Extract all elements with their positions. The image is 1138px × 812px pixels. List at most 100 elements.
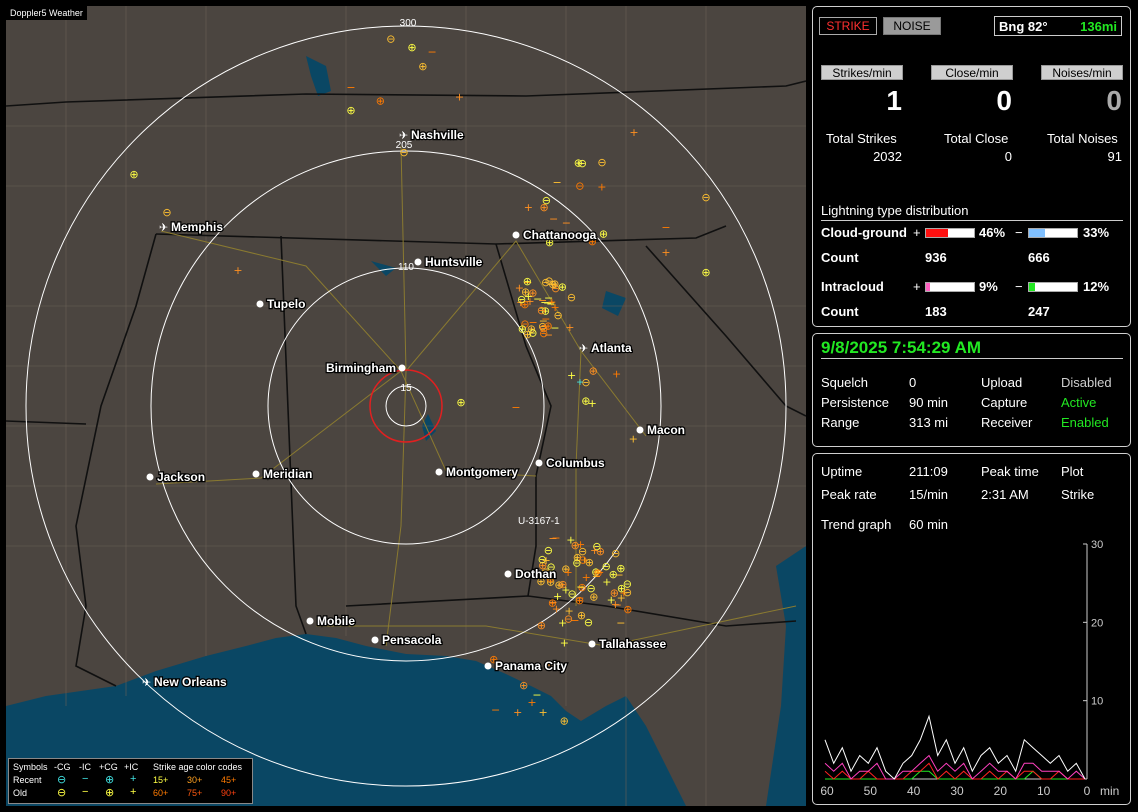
strike-marker: ⊖ <box>575 180 584 193</box>
plot-value[interactable]: Strike <box>1061 487 1095 502</box>
strike-marker: ⊕ <box>407 41 416 54</box>
bearing-value: Bng 82° <box>999 19 1048 34</box>
close-per-min-value: 0 <box>996 85 1012 116</box>
cloud-ground-minus: − <box>1015 225 1023 240</box>
trend-x-unit: min <box>1100 784 1119 798</box>
intracloud-neg-count: 247 <box>1028 304 1050 319</box>
city-label-dothan: Dothan <box>515 567 556 581</box>
city-label-macon: Macon <box>647 423 685 437</box>
status-range-k1: Range <box>821 415 860 430</box>
strike-marker: ⊕ <box>546 576 555 589</box>
strike-marker: ⊕ <box>573 551 582 564</box>
strike-marker: ⊕ <box>701 266 710 279</box>
trend-x-tick-label: 0 <box>1084 784 1091 798</box>
strike-marker: − <box>570 614 579 627</box>
total-strikes-label: Total Strikes <box>826 131 897 146</box>
intracloud-positive-bar <box>925 282 975 292</box>
strike-marker: ⊕ <box>617 582 626 595</box>
strike-marker: + <box>538 706 547 719</box>
strike-marker: − <box>546 298 555 311</box>
strike-marker: ⊖ <box>567 291 576 304</box>
strike-marker: ⊕ <box>538 559 547 572</box>
strike-marker: ⊕ <box>346 104 355 117</box>
strike-marker: − <box>544 658 553 671</box>
strike-marker: ⊖ <box>586 582 595 595</box>
strike-marker: ⊖ <box>611 547 620 560</box>
strike-marker: ⊖ <box>567 588 576 601</box>
strike-marker: ⊕ <box>616 562 625 575</box>
trend-graph-value[interactable]: 60 min <box>909 517 949 532</box>
strike-marker: − <box>528 316 537 329</box>
strike-marker: ⊕ <box>593 567 602 580</box>
lightning-map[interactable]: 300 205 110 15 U-3167-1 ⊕ − − ⊕ ⊖ − ⊕ ⊖ ⊕ − − ⊕ + ⊕ + ⊖… <box>6 6 806 806</box>
strike-marker: ⊕ <box>545 236 554 249</box>
strike-marker: ⊕ <box>518 322 527 335</box>
strike-marker: ⊖ <box>539 327 548 340</box>
status-persistence-k1: Persistence <box>821 395 889 410</box>
strike-marker: + <box>527 696 536 709</box>
strikes-per-min-value: 1 <box>886 85 902 116</box>
peak-time-value: 2:31 AM <box>981 487 1029 502</box>
strike-marker: − <box>551 531 560 544</box>
cloud-ground-count-label: Count <box>821 250 859 265</box>
trend-y-tick-label: 30 <box>1091 539 1103 551</box>
status-persistence-v1: 90 min <box>909 395 949 410</box>
neg-cg-recent-icon: ⊖ <box>57 774 67 786</box>
city-dot-icon <box>636 426 644 434</box>
strike-marker: − <box>552 176 561 189</box>
age-15: 15+ <box>153 775 169 785</box>
strike-marker: ⊖ <box>578 545 587 558</box>
strike-marker: − <box>533 293 542 306</box>
strike-marker: ⊕ <box>596 545 605 558</box>
strike-marker: ⊕ <box>589 591 598 604</box>
strike-marker: − <box>427 46 436 59</box>
strike-marker: − <box>562 217 571 230</box>
strike-marker: + <box>580 554 589 567</box>
noises-per-min-label: Noises/min <box>1041 65 1123 80</box>
trend-y-tick-label: 20 <box>1091 617 1103 629</box>
strike-marker: ⊕ <box>599 228 608 241</box>
legend-header-pos-cg: +CG <box>99 762 118 772</box>
strike-marker: + <box>611 598 620 611</box>
city-label-tallahassee: Tallahassee <box>599 637 666 651</box>
trend-panel: Uptime 211:09 Peak time Plot Peak rate 1… <box>812 453 1131 805</box>
city-dot-icon <box>484 662 492 670</box>
strike-marker: − <box>548 532 557 545</box>
airport-icon: ✈ <box>159 221 168 234</box>
age-60: 60+ <box>153 788 169 798</box>
trend-x-tick-label: 10 <box>1037 784 1051 798</box>
pos-ic-recent-icon: + <box>130 773 137 785</box>
strike-button[interactable]: STRIKE <box>819 17 877 35</box>
strike-marker: ⊕ <box>548 278 557 291</box>
strike-marker: ⊖ <box>597 156 606 169</box>
strike-marker: + <box>582 571 591 584</box>
lake <box>371 261 396 276</box>
neg-ic-old-icon: − <box>82 786 89 798</box>
strike-marker: + <box>550 301 559 314</box>
noise-button[interactable]: NOISE <box>883 17 941 35</box>
strike-marker: + <box>513 706 522 719</box>
strike-marker: − <box>543 297 552 310</box>
strike-marker: ⊕ <box>520 298 529 311</box>
uptime-value: 211:09 <box>909 464 948 479</box>
strikes-per-min-label: Strikes/min <box>821 65 903 80</box>
strike-marker: ⊖ <box>517 293 526 306</box>
status-panel: 9/8/2025 7:54:29 AM Squelch 0 Upload Disabl… <box>812 333 1131 447</box>
noises-per-min-value: 0 <box>1106 85 1122 116</box>
strike-marker: ⊖ <box>578 554 587 567</box>
strike-marker: − <box>593 564 602 577</box>
city-label-chattanooga: Chattanooga <box>523 228 597 242</box>
strike-marker: ⊕ <box>539 201 548 214</box>
pos-cg-recent-icon: ⊕ <box>105 774 115 786</box>
strike-marker: + <box>558 616 567 629</box>
strike-marker: − <box>491 704 500 717</box>
strike-marker: ⊖ <box>399 146 408 159</box>
strike-marker: ⊕ <box>581 395 590 408</box>
strike-marker: + <box>524 290 533 303</box>
city-dot-icon <box>512 231 520 239</box>
strike-marker: − <box>523 276 532 289</box>
legend-row-old: Old <box>13 788 28 798</box>
strike-marker: ⊕ <box>577 609 586 622</box>
strike-marker: + <box>629 126 638 139</box>
strike-marker: ⊕ <box>550 277 559 290</box>
